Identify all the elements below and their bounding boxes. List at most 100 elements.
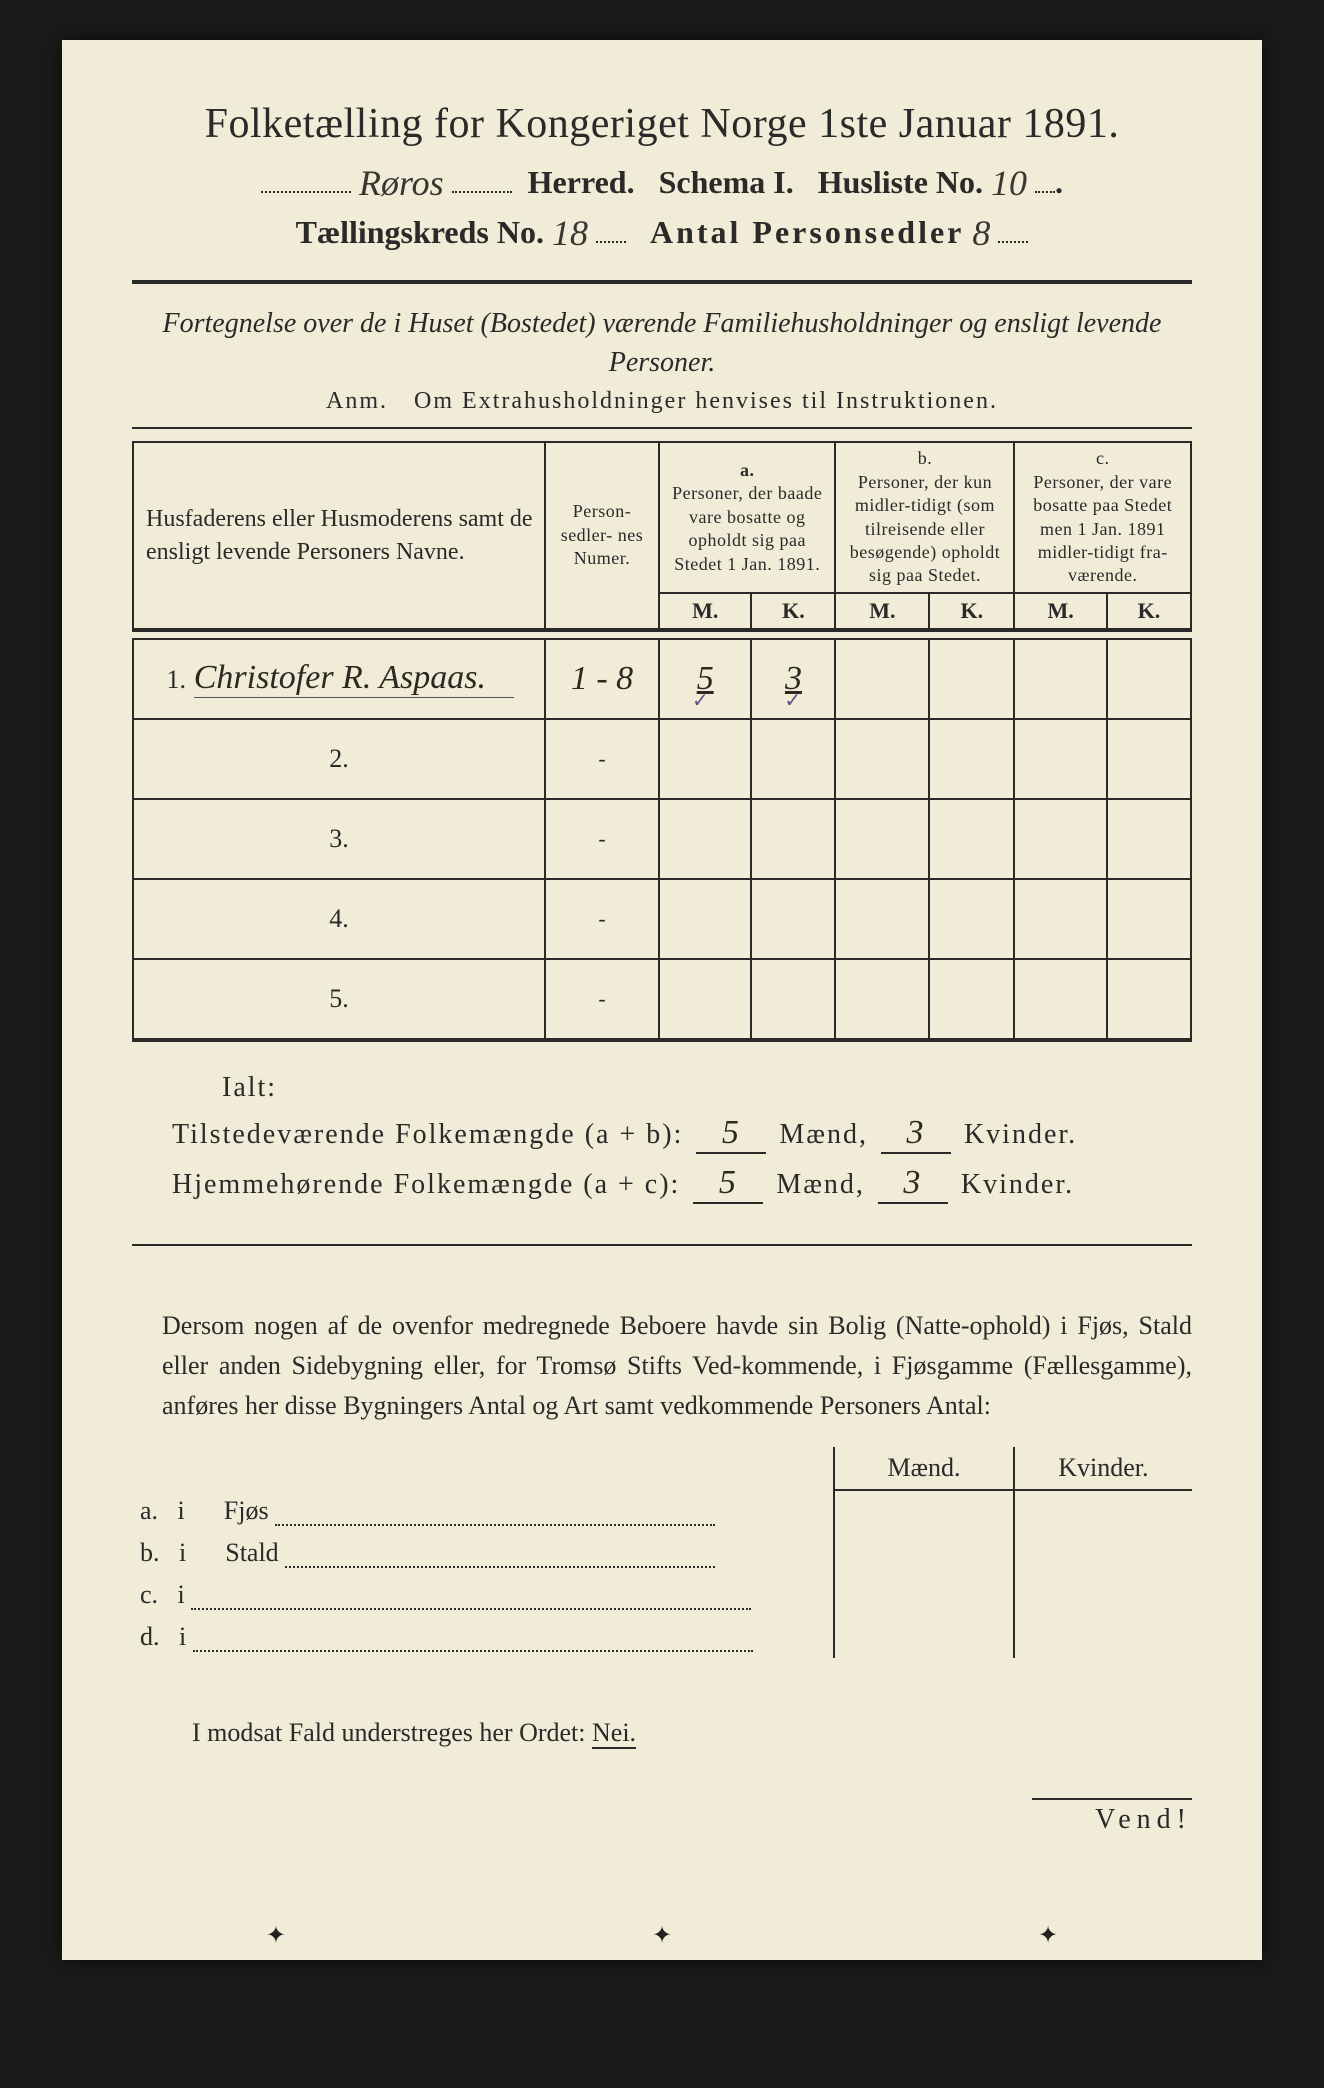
br-a-label: Fjøs [224,1496,269,1525]
row-num-4: 4. [327,904,351,934]
row-num-2: 2. [327,744,351,774]
bottom-row: a. i Fjøs [132,1490,1192,1532]
header-line-3: Tællingskreds No. 18 Antal Personsedler … [132,210,1192,252]
bottom-h-maend: Mænd. [834,1447,1013,1490]
br-b-i: i [179,1538,186,1567]
aK-1: 3 ✓ [751,639,835,719]
kvinder-1: Kvinder. [964,1119,1077,1150]
binding-holes: ✦ ✦ ✦ [62,1921,1262,1950]
census-form-page: Folketælling for Kongeriget Norge 1ste J… [62,40,1262,1960]
bottom-table: Mænd. Kvinder. a. i Fjøs b. i Stald [132,1447,1192,1658]
check-aM: ✓ [692,688,709,713]
col-b-header: b. Personer, der kun midler-tidigt (som … [835,442,1014,592]
divider-thin-1 [132,427,1192,429]
table-body: 1. Christofer R. Aspaas. 1 - 8 5 ✓ 3 ✓ [133,630,1191,1040]
hole-icon: ✦ [1038,1921,1058,1950]
husliste-label: Husliste No. [818,164,983,200]
dotfill-left [261,191,351,193]
col-b-letter: b. [918,448,933,468]
herred-label: Herred. [528,164,635,200]
main-table: Husfaderens eller Husmoderens samt de en… [132,441,1192,1041]
sum-line-1: Tilstedeværende Folkemængde (a + b): 5 M… [172,1114,1192,1154]
bottom-h-kvinder: Kvinder. [1014,1447,1192,1490]
vend-label: Vend! [1032,1798,1192,1836]
numer-1: 1 - 8 [545,639,659,719]
modsat-text: I modsat Fald understreges her Ordet: [192,1718,586,1747]
schema-label: Schema I. [659,164,794,200]
col-numer-header: Person- sedler- nes Numer. [545,442,659,629]
col-a-m: M. [659,593,751,630]
col-c-header: c. Personer, der vare bosatte paa Stedet… [1014,442,1191,592]
page-title: Folketælling for Kongeriget Norge 1ste J… [132,100,1192,148]
bottom-row: c. i [132,1574,1192,1616]
bM-1 [835,639,929,719]
row-num-5: 5. [327,984,351,1014]
bottom-row: b. i Stald [132,1532,1192,1574]
kreds-hand: 18 [552,213,588,253]
br-b-k: b. [140,1538,160,1567]
header-line-2: Røros Herred. Schema I. Husliste No. 10 … [132,160,1192,202]
col-b-k: K. [929,593,1014,630]
br-a-i: i [178,1496,185,1525]
subtitle: Fortegnelse over de i Huset (Bostedet) v… [132,304,1192,382]
col-c-text: Personer, der vare bosatte paa Stedet me… [1033,472,1172,586]
sum2-m: 5 [719,1164,738,1201]
row-num-3: 3. [327,824,351,854]
dotfill-k [596,241,626,243]
numer-5: - [545,959,659,1040]
table-row: 5. - [133,959,1191,1040]
dotfill-mid [452,191,512,193]
bottom-row: d. i [132,1616,1192,1658]
sum2-k: 3 [903,1164,922,1201]
row-num-1: 1. [164,665,188,695]
col-a-k: K. [751,593,835,630]
dotfill-a [998,241,1028,243]
sum1-m: 5 [722,1114,741,1151]
herred-handwritten: Røros [359,163,444,203]
check-aK: ✓ [784,688,801,713]
antal-hand: 8 [972,213,990,253]
col-a-header: a. Personer, der baade vare bosatte og o… [659,442,835,592]
numer-3: - [545,799,659,879]
table-row: 2. - [133,719,1191,799]
hole-icon: ✦ [266,1921,286,1950]
ialt-label: Ialt: [222,1072,1192,1104]
col-a-text: Personer, der baade vare bosatte og opho… [672,483,822,573]
br-d-k: d. [140,1622,160,1651]
col-name-header: Husfaderens eller Husmoderens samt de en… [133,442,545,629]
table-row: 4. - [133,879,1191,959]
hole-icon: ✦ [652,1921,672,1950]
col-b-m: M. [835,593,929,630]
br-d-i: i [179,1622,186,1651]
sum1-label: Tilstedeværende Folkemængde (a + b): [172,1119,683,1150]
aM-1: 5 ✓ [659,639,751,719]
cK-1 [1107,639,1191,719]
cM-1 [1014,639,1106,719]
br-c-k: c. [140,1580,158,1609]
antal-label: Antal Personsedler [650,214,964,250]
col-c-letter: c. [1096,448,1110,468]
br-c-i: i [178,1580,185,1609]
kvinder-2: Kvinder. [961,1169,1074,1200]
nei-underlined: Nei. [592,1718,636,1749]
modsat-line: I modsat Fald understreges her Ordet: Ne… [192,1718,1192,1748]
col-b-text: Personer, der kun midler-tidigt (som til… [850,472,1000,586]
col-c-m: M. [1014,593,1106,630]
table-head: Husfaderens eller Husmoderens samt de en… [133,442,1191,629]
sum1-k: 3 [906,1114,925,1151]
name-cell-1: 1. Christofer R. Aspaas. [133,639,545,719]
anm-note: Anm. Om Extrahusholdninger henvises til … [132,388,1192,415]
dotfill-end2 [1035,191,1055,193]
table-row: 3. - [133,799,1191,879]
numer-2: - [545,719,659,799]
numer-4: - [545,879,659,959]
maend-2: Mænd, [776,1169,865,1200]
husliste-hand: 10 [991,163,1027,203]
divider-thin-2 [132,1244,1192,1246]
br-b-label: Stald [225,1538,278,1567]
bottom-paragraph: Dersom nogen af de ovenfor medregnede Be… [162,1306,1192,1427]
sum2-label: Hjemmehørende Folkemængde (a + c): [172,1169,680,1200]
table-row: 1. Christofer R. Aspaas. 1 - 8 5 ✓ 3 ✓ [133,639,1191,719]
row-name-1: Christofer R. Aspaas. [194,659,514,698]
divider-thick-1 [132,280,1192,284]
